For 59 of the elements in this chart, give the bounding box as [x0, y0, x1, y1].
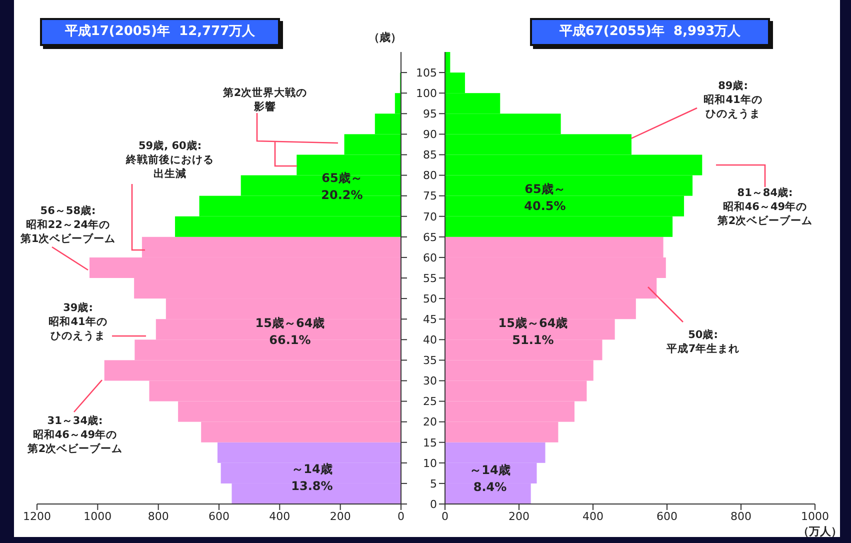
- y-tick-label: 60: [423, 251, 437, 264]
- y-tick-label: 90: [423, 128, 437, 142]
- annotation: 56～58歳:昭和22～24年の第1次ベビーブーム: [19, 204, 117, 246]
- chart-title: 平成17(2005)年 12,777万人: [40, 18, 280, 46]
- y-tick-label: 25: [423, 395, 437, 408]
- y-tick-label: 35: [423, 354, 437, 368]
- x-tick-label: 400: [582, 510, 604, 523]
- y-tick-label: 30: [423, 374, 437, 388]
- y-tick-label: 95: [423, 108, 437, 121]
- y-tick-label: 70: [423, 210, 437, 224]
- annotation: 15歳～64歳: [254, 315, 326, 331]
- annotation: 13.8%: [290, 478, 334, 494]
- annotation: 65歳～: [524, 181, 566, 197]
- annotation: 39歳:昭和41年のひのえうま: [48, 301, 108, 343]
- x-tick-label: 800: [148, 510, 169, 523]
- y-tick-label: 85: [423, 148, 437, 162]
- annotation: 89歳:昭和41年のひのえうま: [702, 79, 764, 121]
- x-tick-label: 600: [208, 510, 230, 523]
- x-tick-label: 200: [508, 510, 530, 523]
- annotation: 15歳～64歳: [497, 315, 569, 331]
- x-tick-label: 200: [330, 510, 351, 523]
- y-tick-label: 20: [423, 416, 437, 429]
- annotation: 31～34歳:昭和46～49年の第2次ベビーブーム: [26, 414, 124, 456]
- y-tick-label: 40: [423, 334, 437, 347]
- x-tick-label: 0: [442, 510, 448, 523]
- x-tick-label: 1200: [23, 510, 51, 523]
- y-tick-label: 100: [416, 86, 437, 100]
- chart-title: 平成67(2055)年 8,993万人: [530, 18, 770, 46]
- annotation: 20.2%: [320, 187, 364, 203]
- annotation: ～14歳: [290, 461, 334, 477]
- y-tick-label: 65: [423, 230, 437, 244]
- annotation: ～14歳: [470, 463, 510, 477]
- annotation: 59歳, 60歳:終戦前後における出生減: [124, 139, 215, 181]
- annotation: 40.5%: [523, 198, 567, 214]
- y-tick-label: 105: [416, 66, 437, 80]
- y-tick-label: 45: [423, 312, 437, 326]
- annotation: 81～84歳:昭和46～49年の第2次ベビーブーム: [716, 186, 814, 228]
- x-tick-label: 1000: [801, 510, 829, 523]
- annotation: 第2次世界大戦の影響: [222, 86, 308, 114]
- x-tick-label: 0: [398, 510, 404, 523]
- x-axis-title: （万人）: [797, 524, 843, 539]
- y-tick-label: 50: [423, 292, 437, 306]
- x-tick-label: 400: [269, 510, 290, 523]
- annotation: 65歳～: [320, 170, 364, 186]
- x-tick-label: 600: [656, 510, 678, 523]
- annotation: 66.1%: [268, 332, 312, 348]
- annotation: 8.4%: [473, 480, 507, 494]
- x-tick-label: 800: [730, 510, 752, 523]
- annotation: 51.1%: [511, 332, 555, 348]
- x-tick-label: 1000: [84, 510, 112, 523]
- y-tick-label: 0: [430, 498, 437, 511]
- y-tick-label: 10: [423, 456, 437, 470]
- y-axis-title: （歳）: [368, 30, 402, 45]
- y-tick-label: 55: [423, 272, 437, 285]
- y-tick-label: 80: [423, 169, 437, 182]
- y-tick-label: 5: [430, 477, 437, 490]
- y-tick-label: 15: [423, 436, 437, 450]
- annotation: 50歳:平成7年生まれ: [665, 328, 741, 356]
- y-tick-label: 75: [423, 190, 437, 203]
